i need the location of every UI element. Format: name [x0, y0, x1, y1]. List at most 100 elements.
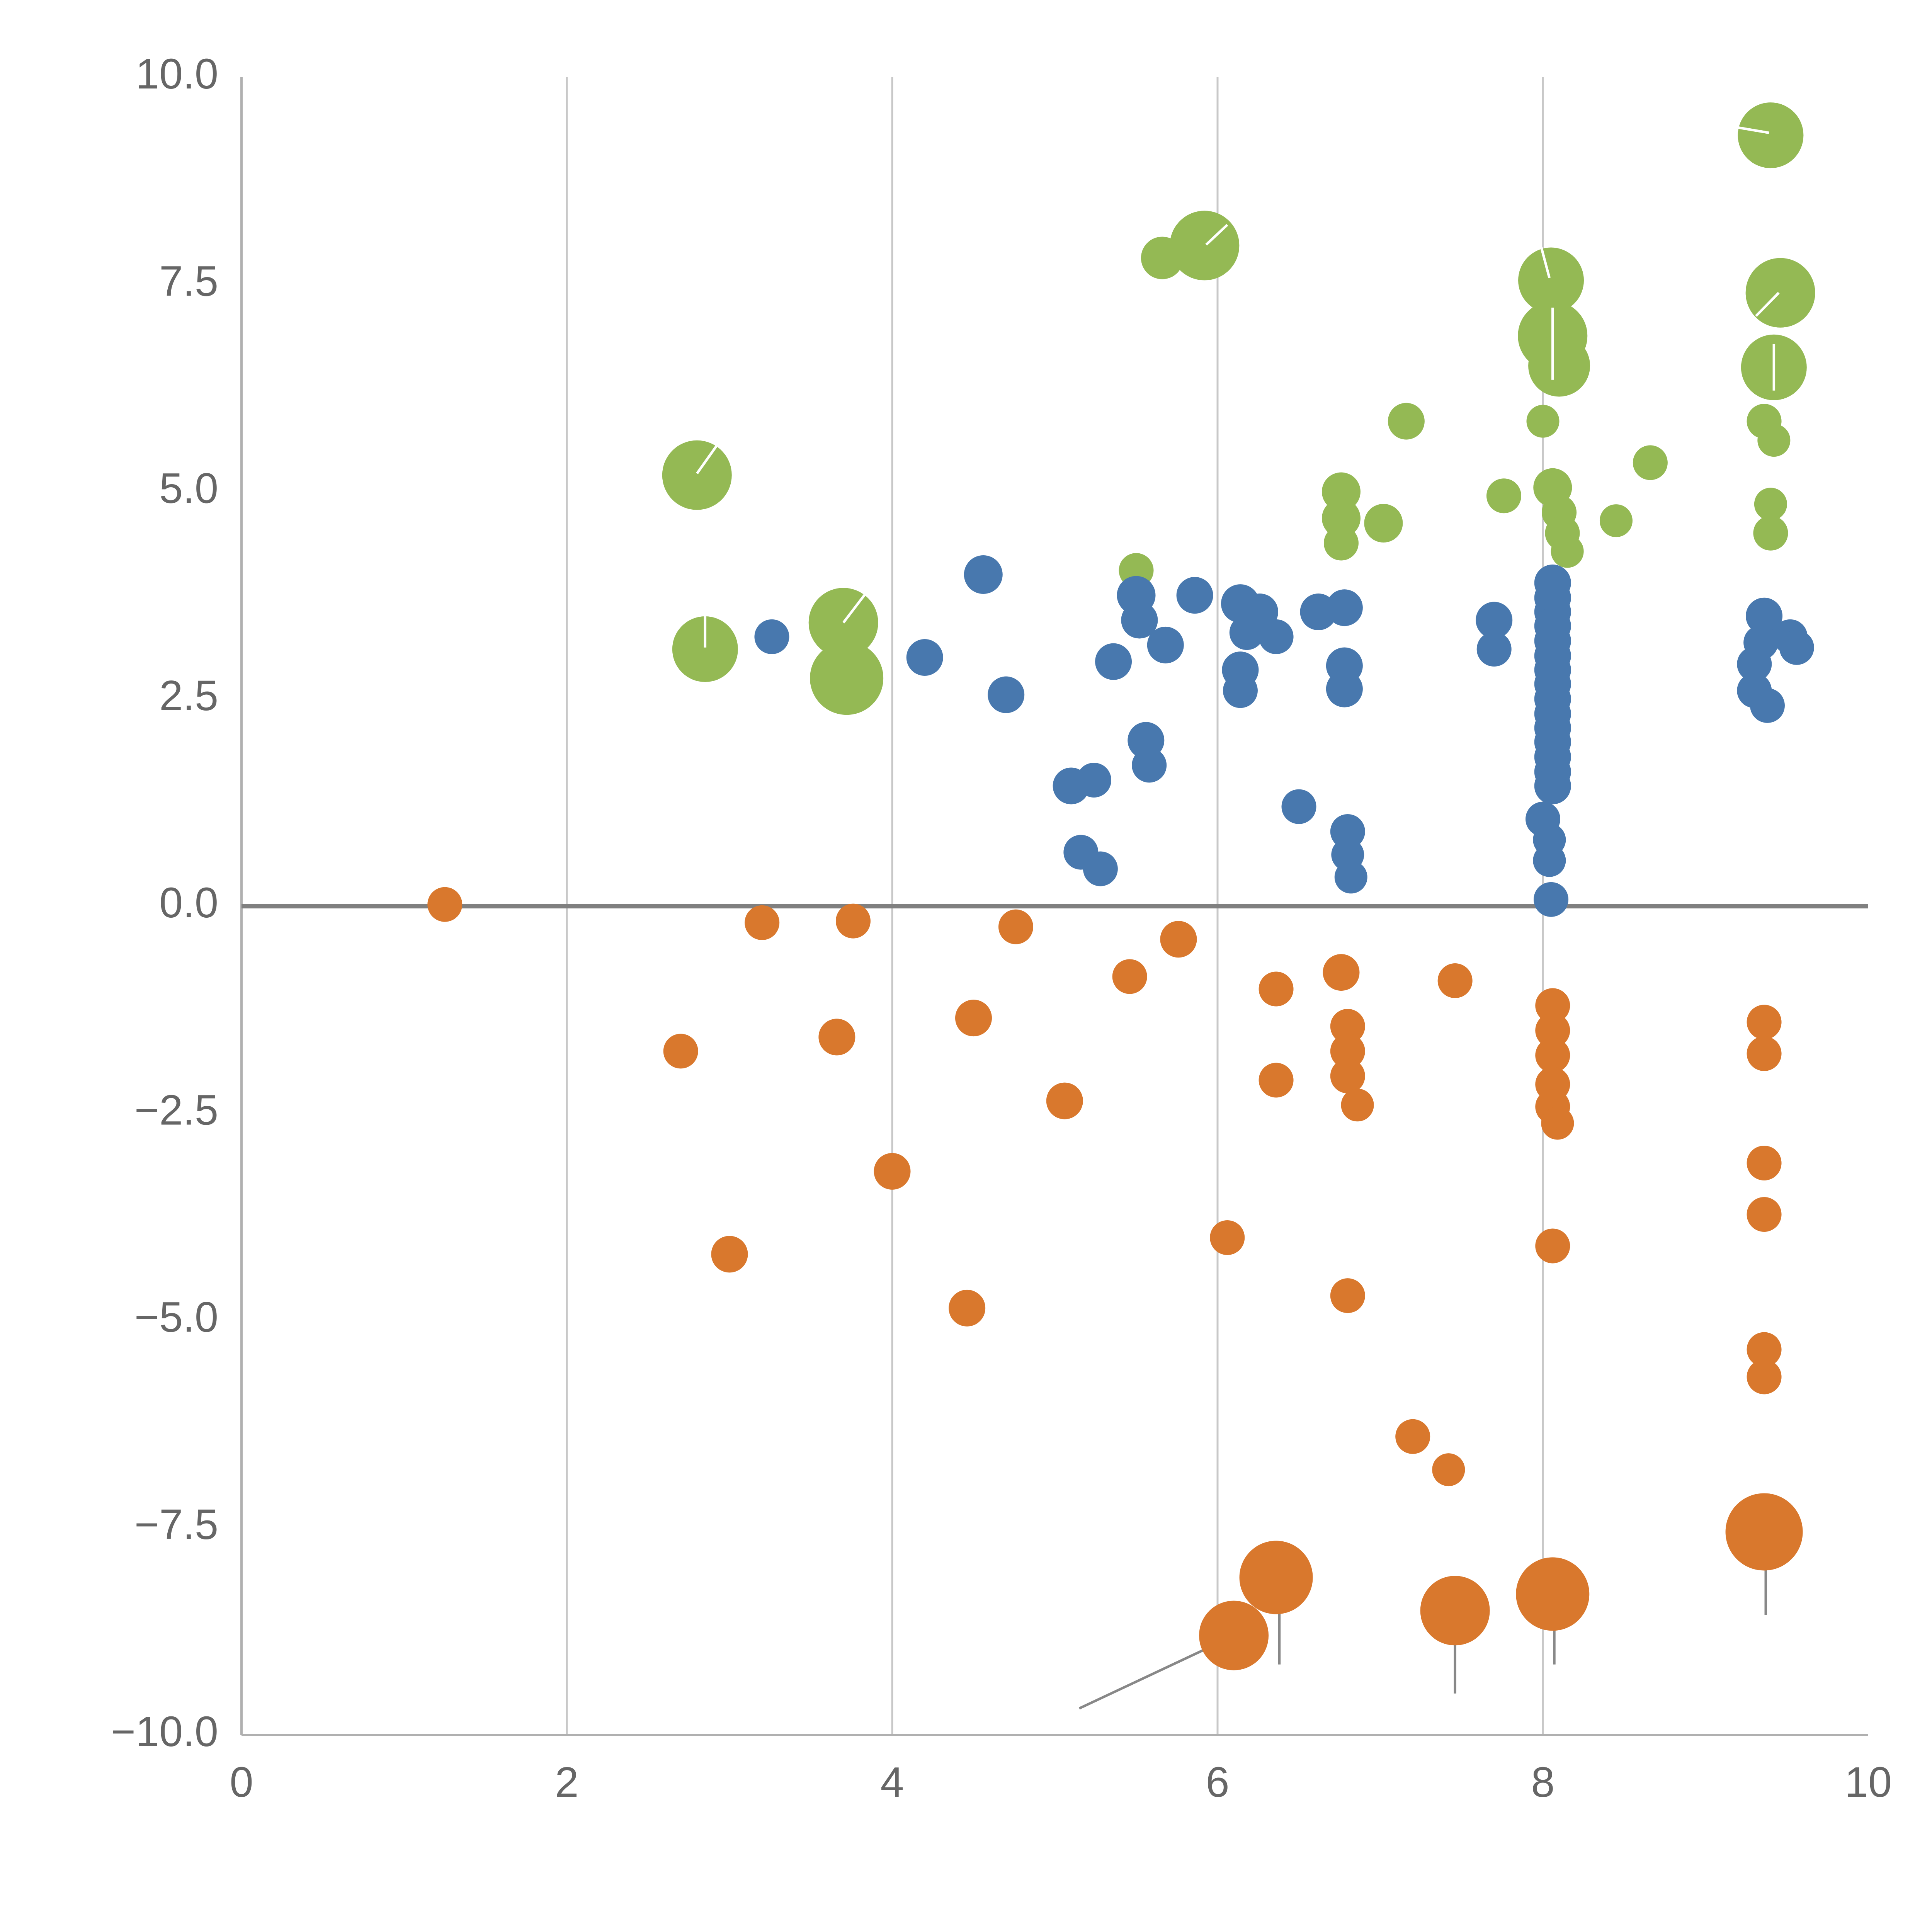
- data-point-green: [1364, 504, 1403, 543]
- x-tick-label: 10: [1845, 1759, 1892, 1806]
- y-tick-label: 10.0: [136, 50, 218, 98]
- data-point-orange: [1330, 1058, 1365, 1094]
- data-point-green: [808, 588, 878, 658]
- data-point-orange: [1432, 1453, 1465, 1486]
- data-point-green: [1486, 478, 1521, 514]
- data-point-orange: [1160, 921, 1197, 958]
- y-tick-label: 2.5: [159, 672, 218, 719]
- data-point-green: [1323, 526, 1359, 561]
- white-tick-line: [1540, 247, 1551, 278]
- y-tick-label: 5.0: [159, 465, 218, 512]
- data-point-blue: [1176, 577, 1213, 614]
- white-tick-line: [1205, 224, 1228, 246]
- data-point-orange: [1541, 1107, 1574, 1140]
- data-point-orange: [1535, 988, 1570, 1023]
- data-point-orange: [1747, 1197, 1782, 1232]
- data-point-orange: [818, 1019, 855, 1056]
- data-point-orange: [1747, 1005, 1782, 1040]
- data-point-blue: [1326, 670, 1363, 707]
- data-point-orange: [1239, 1541, 1313, 1614]
- data-point-orange: [1747, 1359, 1782, 1395]
- data-point-blue: [1533, 844, 1566, 877]
- data-point-orange: [998, 909, 1033, 944]
- data-point-blue: [1737, 646, 1772, 682]
- data-point-green: [1388, 403, 1425, 440]
- data-point-green: [1526, 405, 1560, 438]
- data-point-blue: [1259, 619, 1294, 654]
- data-point-orange: [1323, 954, 1360, 991]
- x-tick-label: 0: [230, 1759, 253, 1806]
- data-point-blue: [988, 676, 1025, 713]
- y-tick-label: −7.5: [134, 1501, 218, 1548]
- data-point-orange: [1420, 1576, 1490, 1646]
- data-point-green: [1170, 211, 1240, 281]
- data-point-blue: [1330, 814, 1365, 849]
- white-tick-line: [1755, 292, 1780, 317]
- data-point-blue: [1779, 630, 1814, 665]
- white-tick-line: [842, 592, 867, 624]
- data-point-orange: [1046, 1082, 1083, 1119]
- data-point-orange: [1747, 1145, 1782, 1180]
- data-point-orange: [1330, 1278, 1365, 1313]
- data-point-green: [1757, 424, 1791, 457]
- data-point-blue: [1132, 748, 1167, 783]
- y-tick-label: 0.0: [159, 879, 218, 927]
- x-tick-label: 4: [880, 1759, 904, 1806]
- data-point-orange: [1341, 1088, 1374, 1122]
- data-point-green: [1551, 535, 1584, 568]
- x-tick-label: 2: [555, 1759, 578, 1806]
- data-point-blue: [1476, 602, 1513, 639]
- data-point-orange: [1437, 963, 1473, 998]
- data-point-green: [1633, 445, 1668, 480]
- data-point-blue: [1534, 882, 1569, 917]
- data-point-orange: [835, 903, 871, 939]
- data-point-blue: [1476, 632, 1512, 667]
- data-point-green: [1599, 504, 1633, 537]
- data-point-green: [1518, 247, 1584, 313]
- data-point-orange: [1747, 1036, 1782, 1071]
- data-point-orange: [427, 887, 463, 922]
- data-point-orange: [1210, 1220, 1245, 1255]
- x-tick-label: 8: [1531, 1759, 1554, 1806]
- data-point-orange: [1535, 1228, 1570, 1264]
- y-tick-label: −10.0: [111, 1708, 218, 1755]
- data-point-orange: [663, 1034, 698, 1069]
- data-point-blue: [754, 619, 789, 654]
- data-point-orange: [949, 1289, 986, 1327]
- data-point-orange: [1535, 1038, 1570, 1073]
- data-point-blue: [1083, 851, 1118, 886]
- data-point-blue: [1229, 615, 1264, 650]
- data-point-blue: [1281, 789, 1316, 824]
- white-tick-line: [1735, 126, 1769, 134]
- data-point-green: [672, 616, 738, 682]
- data-point-blue: [1121, 602, 1158, 639]
- data-point-blue: [1334, 861, 1367, 894]
- data-point-orange: [1747, 1332, 1782, 1367]
- white-tick-line: [696, 443, 719, 474]
- data-point-blue: [1077, 762, 1112, 798]
- data-point-blue: [964, 555, 1003, 594]
- data-point-orange: [1259, 1063, 1294, 1098]
- data-point-blue: [1326, 589, 1363, 626]
- data-point-blue: [1223, 673, 1258, 708]
- data-point-orange: [745, 905, 780, 940]
- data-point-orange: [1199, 1600, 1269, 1670]
- data-point-orange: [955, 1000, 992, 1037]
- y-tick-label: −5.0: [134, 1294, 218, 1341]
- y-tick-label: −2.5: [134, 1086, 218, 1134]
- data-point-blue: [1750, 688, 1785, 723]
- data-point-orange: [711, 1236, 748, 1273]
- data-point-blue: [906, 639, 943, 676]
- data-point-orange: [1725, 1493, 1803, 1571]
- x-tick-label: 6: [1206, 1759, 1229, 1806]
- data-point-green: [1321, 499, 1361, 538]
- data-point-blue: [1534, 767, 1571, 804]
- whisker-line: [1078, 1638, 1226, 1710]
- data-point-orange: [1259, 971, 1294, 1007]
- data-point-green: [1321, 472, 1361, 511]
- data-point-green: [1753, 515, 1788, 551]
- data-point-green: [810, 641, 884, 715]
- data-point-orange: [1330, 1034, 1365, 1069]
